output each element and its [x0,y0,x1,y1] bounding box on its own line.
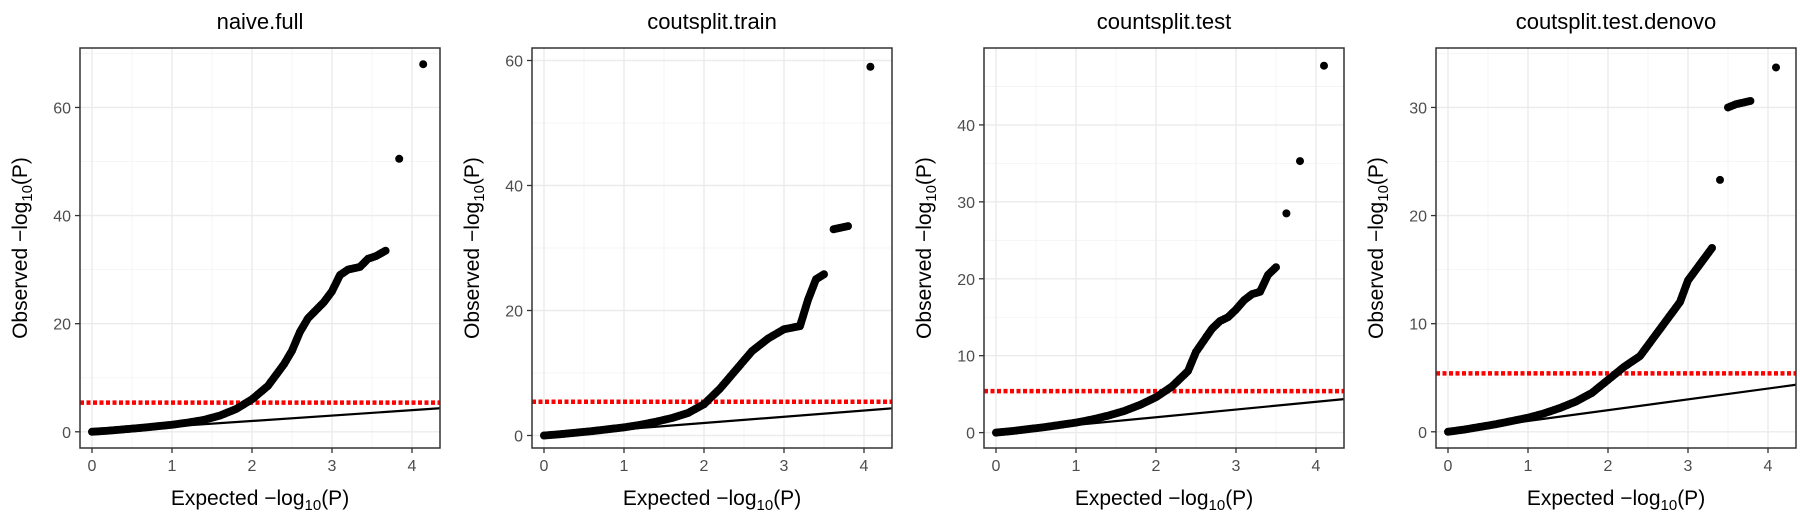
y-tick-label: 30 [957,195,975,212]
x-tick-label: 2 [248,458,257,475]
x-axis-label: Expected −log10(P) [623,487,801,514]
data-point [381,246,390,255]
y-tick-label: 30 [1409,100,1427,117]
x-tick-label: 2 [700,458,709,475]
data-point [1708,244,1716,252]
y-tick-label: 20 [53,317,71,334]
data-point [419,60,428,69]
x-tick-label: 4 [1764,458,1773,475]
data-point [1716,175,1724,184]
panel-background [80,48,440,448]
y-tick-label: 40 [53,209,71,226]
panel-title: naive.full [217,9,304,34]
x-tick-label: 1 [1524,458,1533,475]
data-points [540,62,875,440]
data-point [1272,263,1280,272]
y-tick-label: 0 [1418,425,1427,442]
y-tick-label: 20 [957,272,975,289]
x-tick-label: 0 [992,458,1001,475]
panel-border [531,47,893,449]
panel-background [984,48,1344,448]
x-tick-label: 0 [1444,458,1453,475]
y-tick-label: 10 [1409,317,1427,334]
x-tick-label: 3 [328,458,337,475]
data-point [1746,96,1755,105]
y-tick-label: 60 [53,100,71,117]
x-tick-label: 1 [620,458,629,475]
x-tick-label: 0 [88,458,97,475]
data-point [1282,209,1291,218]
y-axis-label: Observed −log10(P) [913,157,940,339]
y-axis-label: Observed −log10(P) [1365,157,1392,339]
y-axis-label: Observed −log10(P) [9,157,36,339]
y-tick-label: 60 [505,54,523,71]
x-tick-label: 2 [1152,458,1161,475]
panel-title: coutsplit.train [647,9,777,34]
x-tick-label: 3 [1684,458,1693,475]
x-tick-label: 3 [1232,458,1241,475]
data-point [395,154,404,163]
panel-border [79,47,441,449]
x-axis-label: Expected −log10(P) [171,487,349,514]
y-tick-label: 20 [505,304,523,321]
x-tick-label: 3 [780,458,789,475]
x-tick-label: 4 [408,458,417,475]
panel-background [1436,48,1796,448]
y-tick-label: 40 [957,118,975,135]
y-tick-label: 0 [514,429,523,446]
panel-border [983,47,1345,449]
data-point [1296,157,1304,166]
y-tick-label: 10 [957,349,975,366]
x-tick-label: 1 [1072,458,1081,475]
y-tick-label: 40 [505,179,523,196]
panel-border [1435,47,1797,449]
x-tick-label: 0 [540,458,549,475]
data-points [88,60,428,436]
data-points [992,61,1328,437]
data-point [866,62,875,71]
data-point [1772,63,1780,72]
x-tick-label: 2 [1604,458,1613,475]
x-axis-label: Expected −log10(P) [1075,487,1253,514]
panel-title: countsplit.test [1097,9,1232,34]
x-tick-label: 4 [1312,458,1321,475]
data-points [1444,63,1780,436]
y-tick-label: 0 [966,426,975,443]
y-tick-label: 0 [62,425,71,442]
panel-4: 0 1 2 3 4 0 10 20 30 coutsplit.test.denovo Expecte… [1365,9,1797,514]
data-point [820,270,828,279]
y-tick-label: 20 [1409,209,1427,226]
data-point [1320,61,1328,70]
panel-title: coutsplit.test.denovo [1516,9,1717,34]
x-axis-label: Expected −log10(P) [1527,487,1705,514]
y-axis-label: Observed −log10(P) [461,157,488,339]
x-tick-label: 1 [168,458,177,475]
data-point [844,222,852,231]
x-tick-label: 4 [860,458,869,475]
